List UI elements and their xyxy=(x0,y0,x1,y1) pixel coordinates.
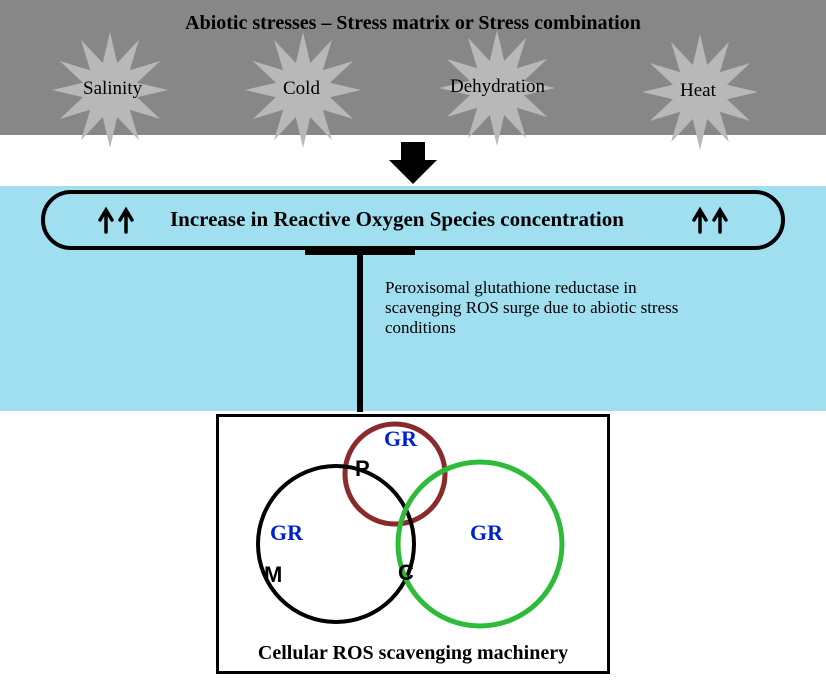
compartment-p: P xyxy=(355,456,370,482)
stress-salinity-label: Salinity xyxy=(83,78,142,100)
stress-dehydration-label: Dehydration xyxy=(450,76,545,98)
gr-label-c: GR xyxy=(470,520,503,546)
gr-label-m: GR xyxy=(270,520,303,546)
stress-heat-label: Heat xyxy=(680,80,716,102)
peroxisome-text: Peroxisomal glutathione reductase in sca… xyxy=(385,278,715,338)
compartment-m: M xyxy=(264,562,282,588)
abiotic-title: Abiotic stresses – Stress matrix or Stre… xyxy=(0,12,826,35)
gr-label-p: GR xyxy=(384,426,417,452)
stress-cold-label: Cold xyxy=(283,78,320,100)
machinery-caption: Cellular ROS scavenging machinery xyxy=(216,642,610,665)
compartment-c: C xyxy=(398,560,414,586)
ros-text: Increase in Reactive Oxygen Species conc… xyxy=(170,207,624,232)
